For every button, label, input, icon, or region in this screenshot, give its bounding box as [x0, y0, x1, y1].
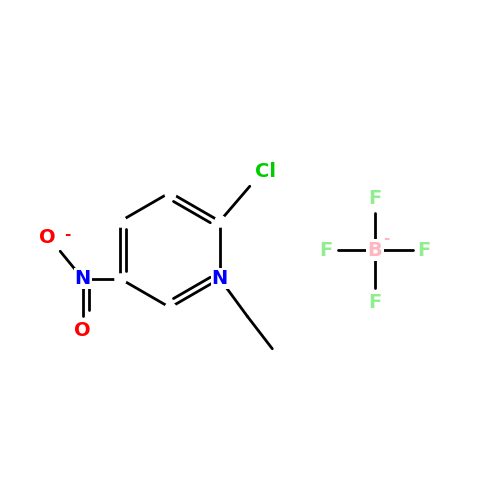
Text: F: F	[320, 240, 332, 260]
Text: F: F	[368, 292, 382, 312]
Text: B: B	[368, 240, 382, 260]
Text: N: N	[212, 269, 228, 288]
Text: Cl: Cl	[255, 162, 276, 181]
Text: N: N	[74, 269, 91, 288]
Text: O: O	[38, 228, 55, 248]
Text: F: F	[368, 188, 382, 208]
Text: -: -	[383, 232, 389, 246]
Text: F: F	[418, 240, 431, 260]
Text: -: -	[64, 227, 71, 242]
Text: O: O	[74, 322, 91, 340]
